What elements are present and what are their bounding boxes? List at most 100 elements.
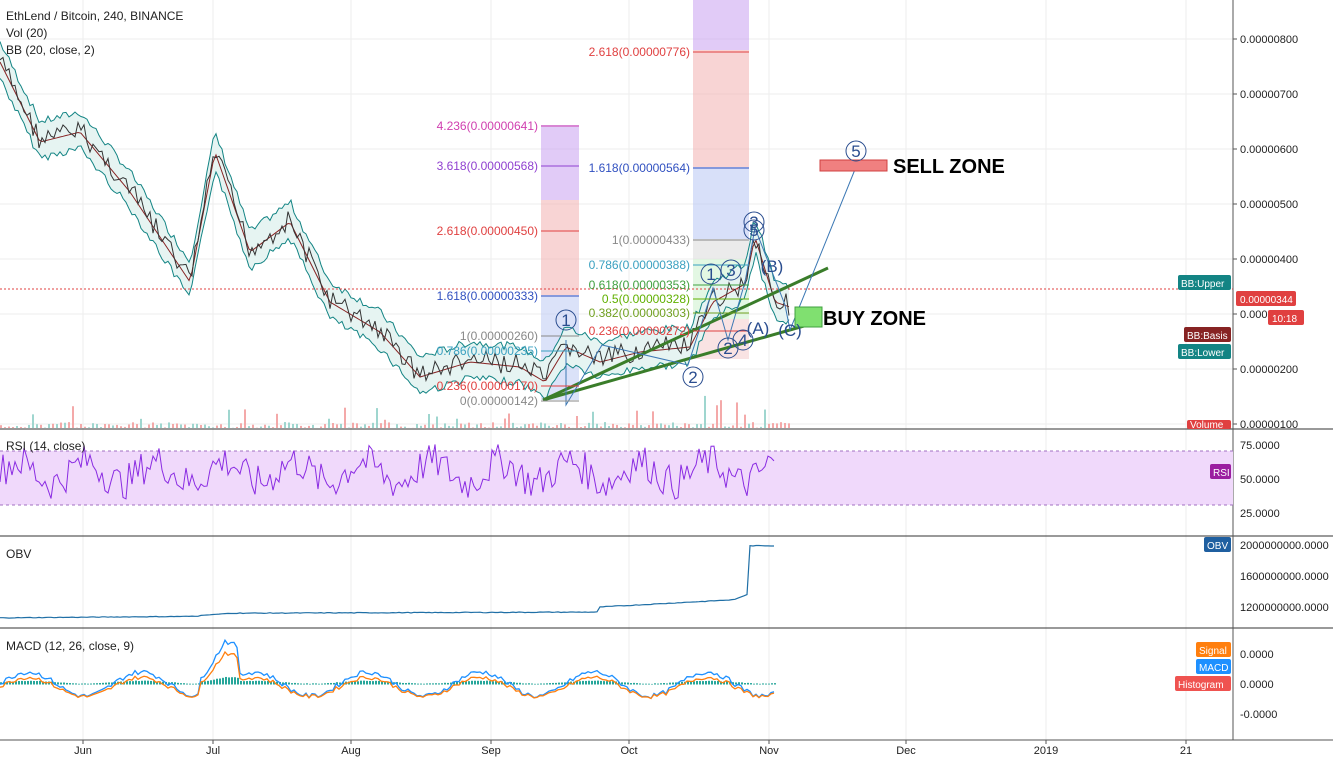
histogram-bar (531, 683, 533, 685)
signal-line (0, 650, 775, 700)
svg-text:RSI: RSI (1213, 468, 1230, 479)
histogram-bar (600, 680, 602, 685)
histogram-bar (462, 681, 464, 685)
volume-bar (764, 409, 766, 428)
histogram-bar (129, 681, 131, 685)
volume-bar (100, 427, 102, 428)
macd-axis: 0.0000 0.0000 -0.0000 (1240, 649, 1277, 721)
wave-circle (555, 309, 577, 331)
histogram-bar (270, 681, 272, 685)
histogram-bar (150, 680, 152, 685)
volume-bar (480, 423, 482, 428)
volume-bar (244, 409, 246, 428)
histogram-bar (768, 683, 770, 685)
volume-bar (212, 427, 214, 428)
volume-bar (188, 427, 190, 428)
histogram-bar (180, 683, 182, 685)
volume-bar (228, 409, 230, 428)
histogram-bar (318, 683, 320, 685)
volume-bar (72, 406, 74, 428)
volume-bar (512, 422, 514, 428)
histogram-bar (222, 677, 224, 685)
histogram-bar (57, 682, 59, 685)
volume-bar (208, 426, 210, 428)
volume-bar (296, 423, 298, 428)
histogram-bar (213, 679, 215, 685)
histogram-bar (528, 683, 530, 685)
volume-bar (688, 424, 690, 428)
elliott-wave-labels: 121 32 435(A)(B)(C)5 (555, 140, 867, 388)
wave-circle (845, 140, 867, 162)
volume-bar (552, 427, 554, 428)
histogram-bar (735, 682, 737, 685)
volume-bar (600, 426, 602, 428)
histogram-bar (300, 683, 302, 685)
rsi-tick-label: 25.0000 (1240, 508, 1280, 520)
histogram-bar (642, 683, 644, 685)
histogram-bar (276, 681, 278, 685)
time-tick-label: Aug (341, 745, 361, 757)
histogram-bar (645, 683, 647, 685)
histogram-bar (192, 683, 194, 685)
histogram-bar (447, 682, 449, 685)
histogram-bar (384, 681, 386, 685)
volume-bar (16, 425, 18, 428)
volume-bar (344, 407, 346, 428)
fib-level-label: 0.236(0.00000272) (589, 324, 690, 338)
macd-tick-label: -0.0000 (1240, 709, 1277, 721)
histogram-bar (654, 683, 656, 685)
volume-bar (712, 423, 714, 428)
volume-bar (220, 424, 222, 428)
volume-bars (0, 395, 790, 428)
histogram-bar (249, 680, 251, 685)
histogram-bar (78, 683, 80, 685)
volume-bar (172, 423, 174, 428)
histogram-bar (324, 683, 326, 685)
time-axis[interactable]: Jun Jul Aug Sep Oct Nov Dec 2019 21 (74, 740, 1192, 757)
volume-bar (416, 423, 418, 428)
fib-extension-2: 2.618(0.00000776) 1.618(0.00000564) 1(0.00… (589, 45, 749, 338)
obv-badge: OBV (1204, 537, 1231, 552)
histogram-bar (513, 682, 515, 685)
histogram-bar (606, 681, 608, 685)
histogram-bar (144, 680, 146, 685)
volume-bar (456, 418, 458, 428)
histogram-bar (102, 682, 104, 685)
volume-bar (20, 426, 22, 428)
histogram-bar (567, 682, 569, 685)
wave-label: 1 (561, 311, 570, 330)
volume-bar (284, 422, 286, 428)
histogram-bar (633, 682, 635, 685)
volume-bar (564, 424, 566, 428)
volume-bar (380, 423, 382, 428)
volume-bar (24, 427, 26, 428)
volume-bar (536, 425, 538, 428)
countdown-badge: 10:18 (1268, 310, 1304, 325)
histogram-bar (351, 681, 353, 685)
histogram-bar (492, 681, 494, 685)
volume-bar (700, 424, 702, 428)
histogram-bar (549, 683, 551, 685)
volume-bar (52, 423, 54, 428)
macd-pane-title: MACD (12, 26, close, 9) (6, 639, 134, 653)
histogram-bar (414, 683, 416, 685)
volume-bar (608, 426, 610, 428)
histogram-bar (354, 681, 356, 685)
volume-bar (472, 427, 474, 428)
histogram-bar (15, 681, 17, 685)
histogram-bar (435, 683, 437, 685)
histogram-bar (264, 681, 266, 685)
histogram-bar (408, 682, 410, 685)
svg-text:Volume: Volume (1190, 420, 1224, 431)
volume-bar (260, 426, 262, 428)
histogram-bar (465, 681, 467, 685)
price-axis[interactable]: 0.00000800 0.00000700 0.00000600 0.00000500… (1233, 34, 1298, 431)
histogram-bar (738, 682, 740, 685)
histogram-bar (495, 681, 497, 685)
volume-bar (660, 423, 662, 428)
volume-bar (364, 424, 366, 428)
volume-bar (588, 422, 590, 428)
fib-level-label: 0.236(0.00000170) (437, 379, 538, 393)
volume-bar (104, 423, 106, 428)
